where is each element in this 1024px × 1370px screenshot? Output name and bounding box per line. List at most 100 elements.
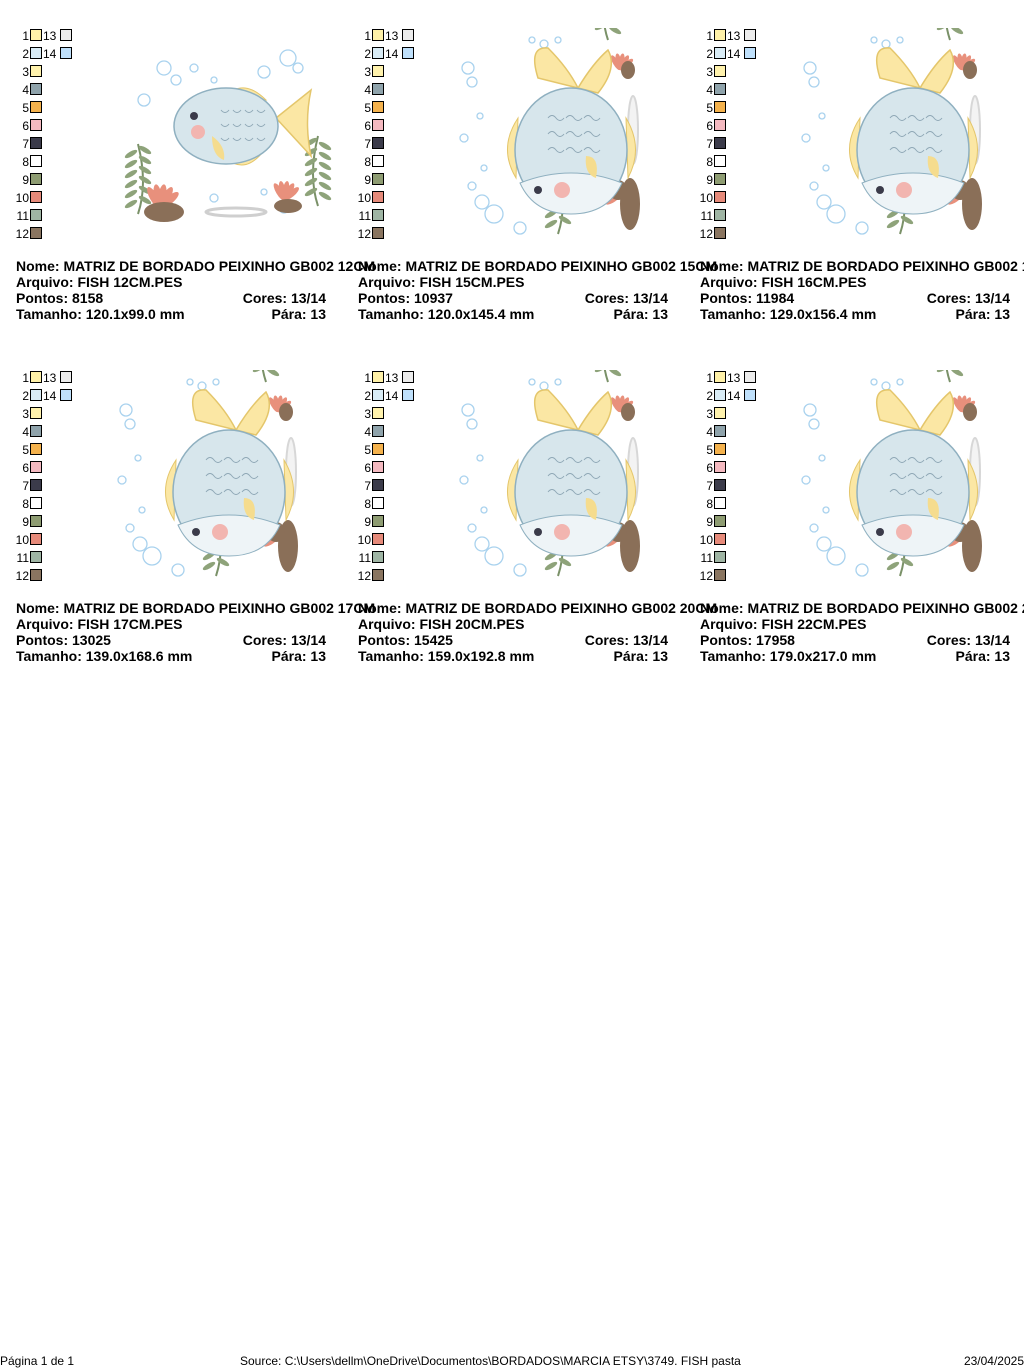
rock-icon <box>279 403 293 421</box>
color-row: 7 <box>14 477 86 495</box>
color-row: 11 <box>14 549 86 567</box>
color-number: 5 <box>364 101 371 115</box>
design-info: Nome: MATRIZ DE BORDADO PEIXINHO GB002 2… <box>358 600 717 664</box>
design-name: Nome: MATRIZ DE BORDADO PEIXINHO GB002 2… <box>358 600 718 616</box>
color-number: 12 <box>357 569 371 583</box>
color-number: 10 <box>357 533 371 547</box>
color-swatch <box>714 227 726 239</box>
color-swatch <box>30 191 42 203</box>
color-palette: 1 13 2 14 3 4 5 6 7 8 9 10 11 12 <box>14 369 86 585</box>
seaweed-icon <box>594 0 622 41</box>
color-swatch <box>402 29 414 41</box>
color-row: 11 <box>14 207 86 225</box>
color-number: 2 <box>706 389 713 403</box>
color-row: 3 <box>356 63 428 81</box>
color-number: 4 <box>706 83 713 97</box>
color-swatch <box>714 569 726 581</box>
color-number: 2 <box>364 47 371 61</box>
design-name: Nome: MATRIZ DE BORDADO PEIXINHO GB002 1… <box>700 258 1024 274</box>
color-number: 9 <box>22 515 29 529</box>
stop-count: Pára: 13 <box>271 648 326 664</box>
color-number: 5 <box>22 101 29 115</box>
color-number: 3 <box>706 65 713 79</box>
design-info: Nome: MATRIZ DE BORDADO PEIXINHO GB002 2… <box>700 600 1024 664</box>
color-swatch <box>30 569 42 581</box>
color-palette: 1 13 2 14 3 4 5 6 7 8 9 10 11 12 <box>356 27 428 243</box>
design-file: Arquivo: FISH 16CM.PES <box>700 274 867 290</box>
color-number: 1 <box>22 29 29 43</box>
color-palette: 1 13 2 14 3 4 5 6 7 8 9 10 11 12 <box>698 369 770 585</box>
color-number: 6 <box>364 119 371 133</box>
color-number: 12 <box>699 227 713 241</box>
color-swatch <box>714 101 726 113</box>
color-swatch <box>372 209 384 221</box>
color-swatch <box>30 425 42 437</box>
color-number: 2 <box>22 47 29 61</box>
color-number: 7 <box>706 479 713 493</box>
rock-icon <box>963 61 977 79</box>
color-row: 8 <box>14 495 86 513</box>
seaweed-icon <box>936 0 964 41</box>
color-number: 4 <box>706 425 713 439</box>
color-swatch <box>714 371 726 383</box>
design-preview <box>459 0 640 235</box>
color-number: 13 <box>43 371 57 385</box>
rock-icon <box>621 61 635 79</box>
seaweed-icon <box>304 135 332 207</box>
design-card: 1 13 2 14 3 4 5 6 7 8 9 10 11 12 Nome: MATRIZ DE BORDA… <box>8 0 375 330</box>
color-row: 9 <box>14 171 86 189</box>
color-row: 12 <box>14 225 86 243</box>
color-row: 9 <box>356 171 428 189</box>
color-row: 10 <box>698 189 770 207</box>
color-swatch <box>30 461 42 473</box>
color-swatch <box>30 371 42 383</box>
color-number: 3 <box>22 65 29 79</box>
color-swatch <box>714 389 726 401</box>
color-number: 8 <box>706 497 713 511</box>
color-row: 6 <box>698 459 770 477</box>
color-swatch <box>714 29 726 41</box>
embroidery-thumbnail <box>458 0 678 250</box>
color-number: 10 <box>699 191 713 205</box>
color-number: 11 <box>700 551 713 565</box>
color-number: 8 <box>22 155 29 169</box>
color-number: 8 <box>22 497 29 511</box>
design-size: Tamanho: 120.1x99.0 mm <box>16 306 185 322</box>
color-swatch <box>30 65 42 77</box>
color-number: 4 <box>22 83 29 97</box>
color-swatch <box>30 101 42 113</box>
color-swatch <box>714 479 726 491</box>
color-swatch <box>372 443 384 455</box>
color-row: 8 <box>698 495 770 513</box>
color-row: 10 <box>698 531 770 549</box>
color-row: 4 <box>356 423 428 441</box>
fish-icon <box>849 389 979 557</box>
color-number: 5 <box>364 443 371 457</box>
color-number: 14 <box>43 389 57 403</box>
color-number: 12 <box>357 227 371 241</box>
design-preview <box>459 311 640 577</box>
color-number: 10 <box>15 191 29 205</box>
color-swatch <box>402 389 414 401</box>
rock-icon <box>621 403 635 421</box>
color-row: 7 <box>698 477 770 495</box>
stitch-count: Pontos: 17958 <box>700 632 795 648</box>
color-count: Cores: 13/14 <box>584 290 668 306</box>
seaweed-icon <box>594 311 622 383</box>
design-file: Arquivo: FISH 17CM.PES <box>16 616 183 632</box>
color-number: 5 <box>706 101 713 115</box>
color-number: 3 <box>364 407 371 421</box>
page-number: Página 1 de 1 <box>0 1354 75 1368</box>
stitch-count: Pontos: 11984 <box>700 290 795 306</box>
color-number: 11 <box>16 551 29 565</box>
color-row: 7 <box>698 135 770 153</box>
color-swatch <box>714 119 726 131</box>
color-number: 4 <box>364 83 371 97</box>
color-swatch <box>30 497 42 509</box>
color-swatch <box>744 389 756 401</box>
color-number: 10 <box>699 533 713 547</box>
color-row: 12 <box>698 225 770 243</box>
design-size: Tamanho: 129.0x156.4 mm <box>700 306 877 322</box>
rock-icon <box>274 199 302 213</box>
color-swatch <box>30 173 42 185</box>
